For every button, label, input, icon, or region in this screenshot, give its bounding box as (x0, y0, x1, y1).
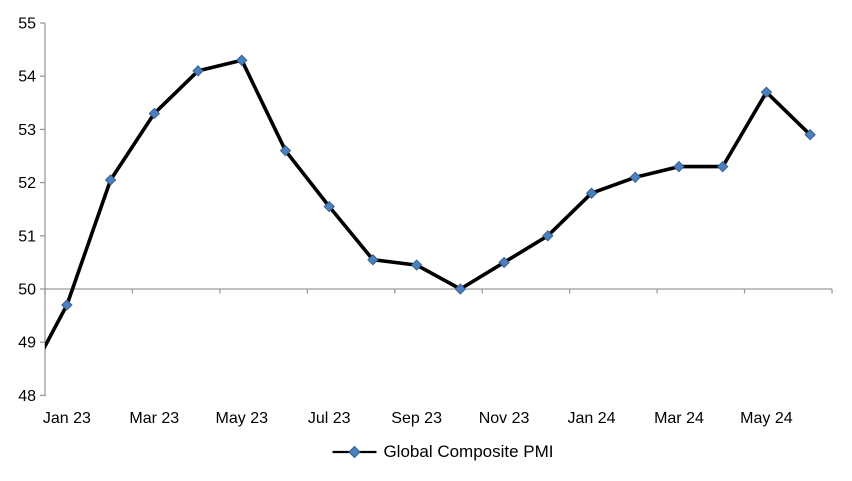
data-point-marker (542, 230, 554, 242)
y-tick-label: 53 (18, 122, 36, 139)
data-point-marker (454, 283, 467, 295)
x-tick-label: May 23 (216, 410, 269, 427)
y-tick-label: 52 (18, 175, 36, 192)
y-tick-label: 55 (18, 16, 36, 33)
x-tick-label: Jul 23 (308, 410, 351, 427)
y-tick-label: 54 (18, 69, 36, 86)
data-point-marker (61, 299, 73, 311)
data-point-marker (716, 160, 729, 173)
y-axis: 48 49 50 51 52 53 54 55 (18, 16, 46, 405)
data-point-marker (367, 254, 379, 266)
data-point-marker (236, 54, 248, 66)
data-point-marker (192, 65, 204, 77)
y-tick-label: 51 (18, 228, 36, 245)
x-tick-label: Sep 23 (391, 410, 442, 427)
data-point-marker (323, 200, 335, 213)
data-point-marker (410, 259, 423, 271)
series-line (45, 58, 812, 351)
data-point-marker (804, 129, 816, 141)
data-point-marker (629, 171, 641, 183)
x-tick-label: Jan 23 (43, 410, 91, 427)
x-tick-label: Jan 24 (568, 410, 616, 427)
x-tick-label: Nov 23 (479, 410, 530, 427)
data-point-marker (585, 187, 598, 199)
legend: Global Composite PMI (332, 441, 554, 463)
series-global-composite-pmi (45, 54, 816, 351)
x-tick-label: Mar 24 (654, 410, 704, 427)
data-point-marker (104, 174, 117, 186)
legend-line-marker-icon (332, 445, 377, 459)
data-point-marker (148, 107, 161, 120)
data-point-marker (279, 144, 292, 157)
legend-diamond-icon (348, 445, 361, 459)
data-point-marker (498, 256, 510, 269)
x-tick-label: May 24 (740, 410, 793, 427)
y-tick-label: 50 (18, 282, 36, 299)
y-tick-label: 48 (18, 388, 36, 405)
x-axis: Jan 23 Mar 23 May 23 Jul 23 Sep 23 Nov 23 Jan … (43, 288, 833, 427)
x-tick-label: Mar 23 (129, 410, 179, 427)
data-point-marker (673, 160, 685, 173)
legend-label: Global Composite PMI (383, 442, 554, 461)
data-point-marker (760, 86, 773, 98)
y-tick-label: 49 (18, 335, 36, 352)
